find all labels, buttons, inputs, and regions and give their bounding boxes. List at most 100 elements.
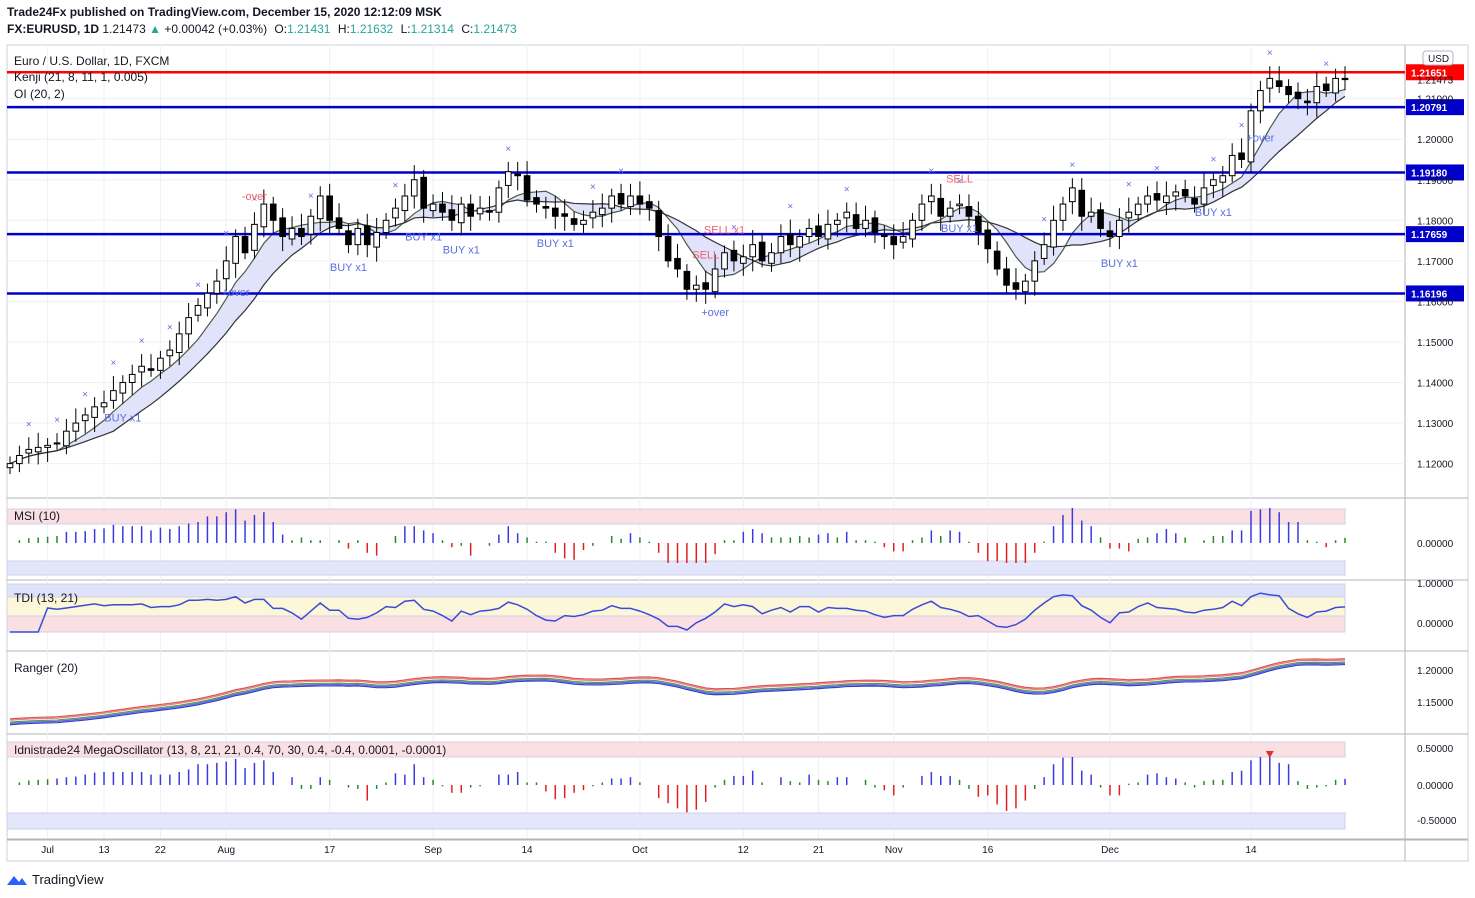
signal-x-mark: × xyxy=(928,166,934,177)
candle-body xyxy=(260,203,268,228)
candle-body xyxy=(448,209,456,221)
candle-body xyxy=(1200,187,1208,205)
candle-body xyxy=(53,442,61,445)
signal-x-mark: × xyxy=(1267,48,1273,59)
pane-label-tdi: TDI (13, 21) xyxy=(14,591,78,605)
candle-body xyxy=(683,270,691,290)
price-change: +0.00042 (+0.03%) xyxy=(164,22,268,36)
candle-body xyxy=(636,195,644,205)
signal-annotation: BUY x1 xyxy=(330,262,367,274)
oi-fast-line xyxy=(9,88,1346,465)
level-tag xyxy=(1406,64,1464,81)
candle-body xyxy=(439,203,446,213)
signal-x-mark: × xyxy=(1069,160,1075,171)
mega-sell-triangle xyxy=(1265,751,1274,758)
candle-body xyxy=(523,175,531,201)
price-tick-label: 1.18000 xyxy=(1417,216,1454,227)
candle-body xyxy=(890,236,898,246)
signal-x-mark: × xyxy=(195,280,201,291)
time-tick-label: Nov xyxy=(885,845,903,856)
candle-body xyxy=(392,207,399,219)
tdi-tick: 0.00000 xyxy=(1417,619,1454,630)
signal-x-mark: × xyxy=(590,182,596,193)
candle-body xyxy=(824,223,832,240)
price-tick-label: 1.13000 xyxy=(1417,419,1454,430)
candle-body xyxy=(834,219,841,225)
candle-body xyxy=(815,225,822,238)
candle-body xyxy=(617,193,625,205)
candle-body xyxy=(608,195,616,209)
candle-body xyxy=(420,176,427,209)
candle-body xyxy=(928,195,935,203)
candle-body xyxy=(1031,260,1039,282)
signal-x-mark: × xyxy=(252,194,258,205)
candle-body xyxy=(1040,244,1048,259)
candle-body xyxy=(185,317,192,335)
msi-tick: 0.00000 xyxy=(1417,539,1454,550)
candle-body xyxy=(495,187,503,213)
ranger-line xyxy=(9,661,1346,723)
candle-body xyxy=(1097,209,1104,229)
ranger-tick: 1.15000 xyxy=(1417,698,1454,709)
candle-body xyxy=(542,206,550,209)
price-tick-label: 1.14000 xyxy=(1417,379,1454,390)
time-tick-label: Oct xyxy=(632,845,648,856)
candle-body xyxy=(1153,193,1161,201)
candle-body xyxy=(1069,187,1076,203)
candle-body xyxy=(514,173,521,177)
candle-body xyxy=(598,207,606,216)
candle-body xyxy=(288,227,296,240)
close-value: 1.21473 xyxy=(473,22,517,36)
signal-x-mark: × xyxy=(1239,120,1245,131)
ranger-tick: 1.20000 xyxy=(1417,666,1454,677)
signal-annotation: +over xyxy=(701,307,729,319)
signal-x-mark: × xyxy=(110,358,116,369)
tradingview-logo[interactable]: TradingView xyxy=(6,872,104,887)
candle-body xyxy=(213,280,221,294)
signal-x-mark: × xyxy=(26,419,32,430)
ranger-line xyxy=(9,663,1346,726)
signal-x-mark: × xyxy=(844,184,850,195)
signal-annotation: SELL xyxy=(946,173,973,185)
candle-body xyxy=(166,349,174,357)
candle-body xyxy=(1125,211,1133,219)
signal-annotation: +over xyxy=(1246,132,1274,144)
candle-body xyxy=(589,211,597,219)
candle-body xyxy=(354,227,362,246)
candle-body xyxy=(72,422,80,432)
candle-body xyxy=(410,179,418,197)
time-tick-label: 17 xyxy=(324,845,336,856)
signal-annotation: BUY x1 xyxy=(537,238,574,250)
candle-body xyxy=(25,448,33,454)
signal-annotation: BUY x1 xyxy=(104,413,141,425)
level-tag xyxy=(1406,99,1464,116)
time-tick-label: Aug xyxy=(217,845,235,856)
signal-annotation: BUY x1 xyxy=(405,232,442,244)
signal-x-mark: × xyxy=(1126,180,1132,191)
candle-body xyxy=(63,430,70,447)
signal-x-mark: × xyxy=(957,176,963,187)
time-tick-label: 12 xyxy=(738,845,750,856)
candle-body xyxy=(946,207,954,217)
candle-body xyxy=(1275,80,1283,87)
candle-body xyxy=(251,223,258,251)
legend-oi: OI (20, 2) xyxy=(14,87,65,101)
candle-body xyxy=(1181,188,1189,197)
candle-body xyxy=(1087,211,1095,217)
signal-x-mark: × xyxy=(618,166,624,177)
candle-body xyxy=(1228,154,1236,177)
candle-body xyxy=(739,256,747,264)
candle-body xyxy=(504,171,512,186)
tdi-lower-zone xyxy=(6,615,1346,633)
currency-badge[interactable] xyxy=(1422,50,1454,66)
candle-body xyxy=(232,236,239,264)
low-label: L: xyxy=(400,22,411,36)
candle-body xyxy=(16,455,23,465)
symbol-line: FX:EURUSD, 1D 1.21473 ▲ +0.00042 (+0.03%… xyxy=(7,22,517,36)
level-tag-label: 1.21651 xyxy=(1411,68,1448,79)
candle-body xyxy=(551,207,559,217)
candle-body xyxy=(1219,175,1227,183)
tdi-upper-zone xyxy=(6,583,1346,598)
candle-body xyxy=(1106,230,1114,238)
